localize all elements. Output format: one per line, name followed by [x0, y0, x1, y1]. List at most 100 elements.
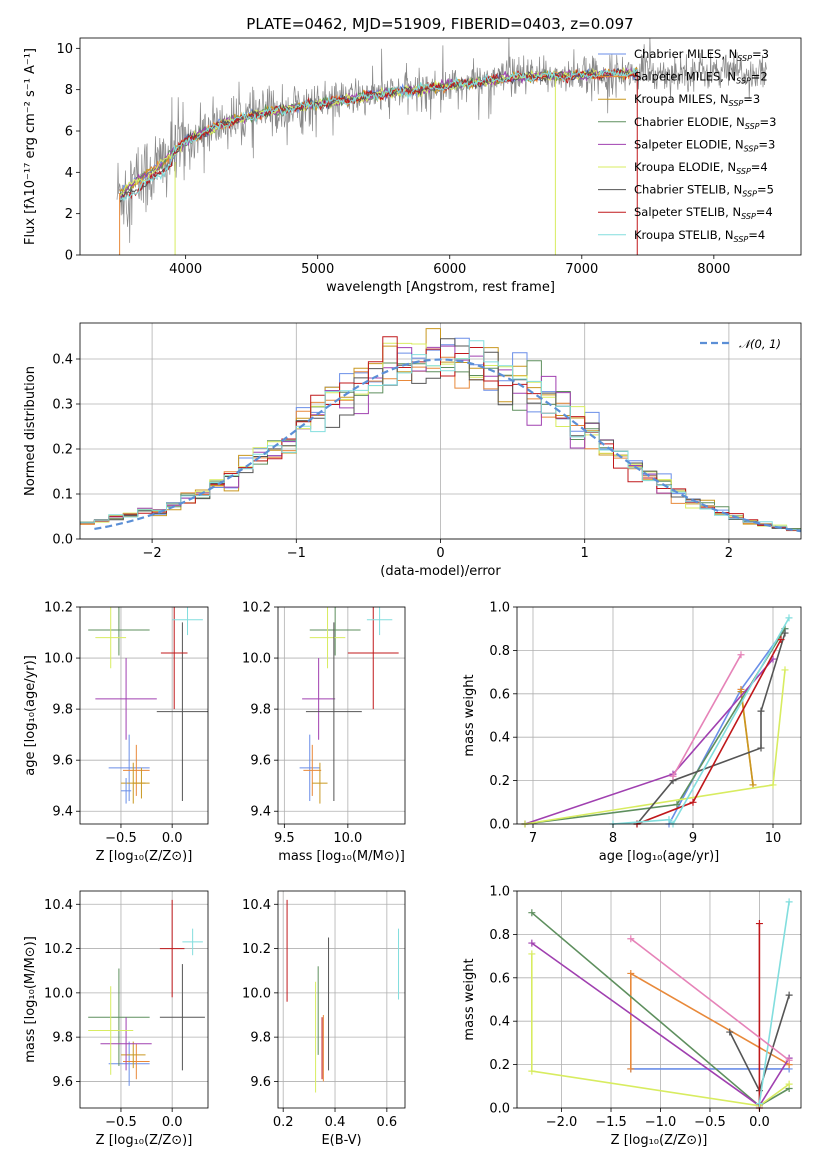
x-tick-label: 10.0	[333, 831, 362, 846]
x-tick-label: 0.6	[377, 1115, 398, 1130]
y-tick-label: 9.8	[52, 1031, 73, 1046]
plot-frame	[79, 890, 209, 1109]
y-tick-label: 0	[65, 249, 73, 264]
series-marker	[528, 950, 536, 958]
errorbar-points	[299, 607, 399, 804]
legend-value: =4	[756, 205, 773, 219]
y-tick-label: 8	[65, 83, 73, 98]
y-tick-label: 0.8	[489, 928, 510, 943]
series-marker	[777, 636, 785, 644]
x-tick-label: 10	[765, 831, 782, 846]
legend-subscript: SSP	[745, 122, 760, 131]
legend-label-text: Salpeter ELODIE, N	[634, 137, 744, 151]
y-tick-label: 10.4	[242, 898, 271, 913]
histogram-lines	[80, 328, 801, 533]
legend-label-text: Kroupa MILES, N	[634, 92, 729, 106]
errorbar-point	[159, 899, 185, 998]
legend-value: =4	[748, 228, 765, 242]
x-tick-label: 8000	[697, 262, 730, 277]
x-tick-label: −1	[287, 546, 306, 561]
x-tick-label: −2.0	[546, 1115, 578, 1130]
x-tick-label: 9.5	[274, 831, 295, 846]
x-tick-label: −0.5	[105, 831, 137, 846]
series-marker	[528, 939, 536, 947]
x-tick-label: 2	[725, 546, 733, 561]
series-line	[530, 953, 790, 1107]
y-axis-label: age [log₁₀(age/yr)]	[23, 655, 38, 776]
y-tick-label: 0.2	[52, 443, 73, 458]
plot-frame	[79, 606, 209, 825]
errorbar-point	[159, 964, 205, 1071]
series-line	[740, 691, 754, 786]
y-tick-label: 0.4	[489, 731, 510, 746]
series-marker	[627, 969, 635, 977]
errorbar-point	[347, 607, 399, 710]
y-axis-label: mass weight	[462, 958, 477, 1040]
errorbar-point	[182, 928, 203, 956]
series-line	[524, 658, 774, 825]
legend-label: Chabrier STELIB, NSSP=5	[634, 183, 774, 199]
legend-value: =2	[751, 70, 768, 84]
legend-label: Kroupa MILES, NSSP=3	[634, 92, 760, 108]
y-tick-label: 0.4	[52, 353, 73, 368]
legend-label-text: Chabrier MILES, N	[634, 47, 737, 61]
y-tick-label: 0.8	[489, 644, 510, 659]
line-series-group	[528, 898, 793, 1112]
errorbar-point	[172, 607, 203, 636]
axes-age_vs_Z: −0.5 0.0 9.4 9.6 9.8 10.0 10.2 Z [log₁₀(Z/Z⊙)] a…	[23, 601, 209, 864]
errorbar-point	[160, 607, 188, 710]
histogram-series	[80, 340, 801, 531]
series-line	[672, 654, 742, 777]
errorbar-point	[108, 734, 150, 802]
y-tick-label: 2	[65, 207, 73, 222]
y-tick-label: 0.6	[489, 971, 510, 986]
observed-spectrum	[116, 38, 768, 243]
x-axis-label: E(B-V)	[321, 1133, 361, 1148]
legend-subscript: SSP	[736, 77, 751, 86]
legend-label-text: Chabrier ELODIE, N	[634, 115, 745, 129]
x-tick-label: 0.2	[273, 1115, 294, 1130]
legend-value: =3	[752, 47, 769, 61]
y-tick-label: 10.0	[242, 986, 271, 1001]
errorbar-point	[309, 607, 361, 656]
y-tick-label: 1.0	[489, 885, 510, 900]
series-marker	[785, 991, 793, 999]
y-axis-label: mass weight	[462, 674, 477, 756]
x-tick-label: 0.0	[749, 1115, 770, 1130]
axes-residuals: −2 −1 0 1 2 0.0 0.1 0.2 0.3 0.4 (data-model)/error…	[23, 322, 802, 579]
errorbar-point	[133, 767, 150, 799]
legend-label-text: Kroupa ELODIE, N	[634, 160, 736, 174]
model-spectrum-line	[119, 67, 638, 202]
x-tick-label: 9	[689, 831, 697, 846]
errorbar-point	[312, 762, 328, 804]
series-marker	[528, 1067, 536, 1075]
series-marker	[785, 1056, 793, 1064]
series-marker	[781, 666, 789, 674]
series-line	[630, 938, 790, 1061]
plot-frame	[516, 890, 802, 1109]
legend-subscript: SSP	[742, 190, 757, 199]
normal-curve	[94, 358, 801, 533]
x-tick-label: 8	[609, 831, 617, 846]
series-marker	[737, 651, 745, 659]
y-tick-label: 0.0	[52, 533, 73, 548]
series-line	[612, 617, 790, 826]
errorbar-point	[88, 986, 134, 1075]
legend-subscript: SSP	[741, 212, 756, 221]
errorbar-point	[156, 622, 208, 802]
line-series-group	[521, 614, 793, 828]
y-tick-label: 9.4	[52, 805, 73, 820]
x-axis-label: mass [log₁₀(M/M⊙)]	[278, 849, 405, 864]
axes-spectrum: 4000 5000 6000 7000 8000 0 2 4 6 8 10 wavelength [A…	[23, 37, 802, 295]
legend-label: Salpeter STELIB, NSSP=4	[634, 205, 773, 221]
x-axis-label: age [log₁₀(age/yr)]	[599, 849, 720, 864]
legend-label-text: Chabrier STELIB, N	[634, 183, 742, 197]
y-tick-label: 0.4	[489, 1015, 510, 1030]
x-tick-label: 4000	[169, 262, 202, 277]
series-marker	[785, 898, 793, 906]
y-tick-label: 10.2	[44, 942, 73, 957]
x-tick-label: −1.5	[595, 1115, 627, 1130]
legend-label-text: Salpeter STELIB, N	[634, 205, 741, 219]
legend-label: Chabrier ELODIE, NSSP=3	[634, 115, 776, 131]
axes-massweight_vs_Z: −2.0 −1.5 −1.0 −0.5 0.0 0.0 0.2 0.4 0.6 0.8 1.0 Z […	[462, 885, 802, 1148]
